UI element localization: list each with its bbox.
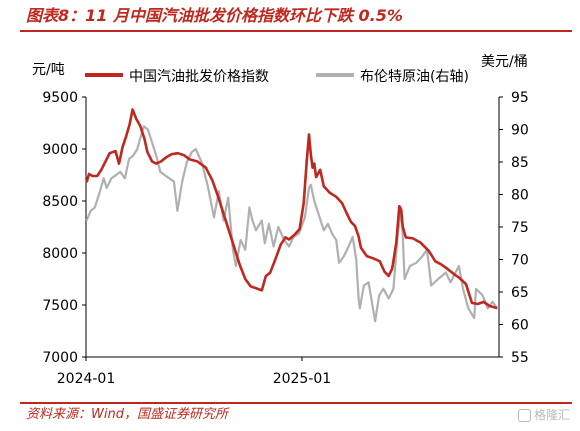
chart-title: 图表8：11 月中国汽油批发价格指数环比下跌 0.5% <box>26 6 403 25</box>
legend: 中国汽油批发价格指数 布伦特原油(右轴) <box>85 69 469 85</box>
right-tick-label: 70 <box>511 253 529 269</box>
watermark-text: 格隆汇 <box>533 408 570 422</box>
x-tick-labels: 2024-01 2025-01 <box>57 371 331 387</box>
right-tick-label: 75 <box>511 220 529 236</box>
source-note: 资料来源：Wind，国盛证券研究所 <box>26 407 228 422</box>
series-line-gasoline-index <box>85 108 498 310</box>
watermark-logo-icon <box>517 409 531 422</box>
right-tick-label: 90 <box>511 123 529 139</box>
right-tick-label: 85 <box>511 155 529 171</box>
series-group <box>85 108 499 323</box>
legend-label-brent: 布伦特原油(右轴) <box>360 69 469 85</box>
left-tick-labels: 7000 7500 8000 8500 9000 9500 <box>42 90 78 366</box>
left-tick-label: 8000 <box>42 246 78 262</box>
right-tick-label: 95 <box>511 90 529 106</box>
watermark: 格隆汇 <box>517 405 570 425</box>
left-axis-unit: 元/吨 <box>32 62 65 78</box>
right-tick-label: 55 <box>511 350 529 366</box>
left-tick-label: 9000 <box>42 142 78 158</box>
left-tick-label: 9500 <box>42 90 78 106</box>
right-tick-label: 60 <box>511 318 529 334</box>
left-tick-label: 7500 <box>42 298 78 314</box>
chart: 元/吨 美元/桶 中国汽油批发价格指数 布伦特原油(右轴) 7000 7500 … <box>32 54 529 387</box>
left-tick-label: 7000 <box>42 350 78 366</box>
right-tick-labels: 55 60 65 70 75 80 85 90 95 <box>511 90 529 366</box>
left-tick-label: 8500 <box>42 194 78 210</box>
axes <box>85 97 500 358</box>
series-line-brent-crude <box>85 125 499 323</box>
x-tick-label: 2025-01 <box>273 371 332 387</box>
legend-label-gasoline: 中国汽油批发价格指数 <box>129 69 269 85</box>
footer-rule <box>20 402 572 404</box>
right-tick-label: 80 <box>511 188 529 204</box>
tick-marks <box>82 96 503 361</box>
x-tick-label: 2024-01 <box>57 371 116 387</box>
title-rule <box>20 30 572 32</box>
right-tick-label: 65 <box>511 285 529 301</box>
right-axis-unit: 美元/桶 <box>481 54 528 70</box>
